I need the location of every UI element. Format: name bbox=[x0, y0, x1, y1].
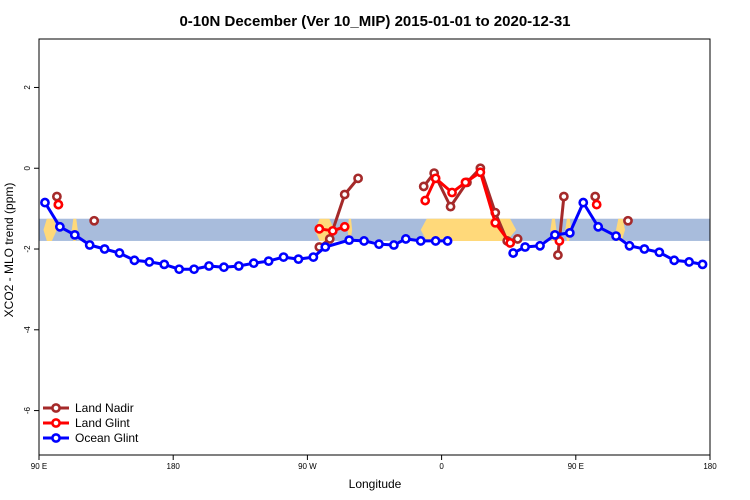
reference-band bbox=[39, 218, 710, 241]
ocean-glint-point bbox=[344, 235, 355, 246]
land-glint-point bbox=[339, 221, 350, 232]
x-tick-label: 180 bbox=[703, 462, 717, 471]
land-nadir-point bbox=[89, 215, 100, 226]
y-tick-label: -4 bbox=[23, 326, 32, 334]
land-nadir-point bbox=[51, 191, 62, 202]
ocean-glint-point bbox=[40, 197, 50, 208]
land-glint-point bbox=[591, 199, 602, 210]
x-tick-label: 180 bbox=[167, 462, 181, 471]
ocean-glint-point bbox=[684, 257, 695, 267]
ocean-glint-line bbox=[43, 201, 448, 271]
ocean-glint-point bbox=[99, 244, 110, 254]
land-nadir-point bbox=[512, 234, 523, 244]
ocean-glint-point bbox=[218, 262, 229, 273]
legend-land-nadir-label: Land Nadir bbox=[75, 401, 134, 415]
ocean-glint-point bbox=[550, 229, 560, 240]
ocean-glint-point bbox=[359, 236, 369, 246]
ocean-glint-point bbox=[54, 221, 65, 232]
land-glint-point bbox=[475, 167, 486, 178]
x-tick-label: 0 bbox=[439, 462, 444, 471]
land-glint-point bbox=[314, 223, 325, 234]
legend-land-glint-label: Land Glint bbox=[75, 416, 130, 430]
y-axis-label: XCO2 - MLO trend (ppm) bbox=[2, 183, 16, 318]
x-tick-label: 90 E bbox=[568, 462, 584, 471]
legend-land-nadir-marker bbox=[51, 403, 61, 413]
ocean-glint-point bbox=[308, 252, 319, 262]
x-axis-label: Longitude bbox=[349, 477, 402, 491]
y-tick-label: 0 bbox=[23, 165, 32, 170]
ocean-glint-point bbox=[535, 240, 545, 251]
land-glint-point bbox=[327, 225, 338, 236]
ocean-glint-point bbox=[69, 229, 80, 240]
ocean-glint-point bbox=[415, 236, 426, 246]
ocean-glint-point bbox=[320, 242, 331, 252]
land-nadir-point bbox=[590, 191, 601, 202]
ocean-glint-point bbox=[144, 257, 155, 267]
ocean-glint-point bbox=[374, 239, 384, 250]
land-glint-point bbox=[420, 195, 431, 206]
ocean-glint-point bbox=[278, 252, 289, 262]
ocean-glint-point bbox=[611, 231, 621, 241]
land-glint-point bbox=[447, 187, 457, 198]
land-nadir-point bbox=[558, 191, 569, 202]
ocean-glint-point bbox=[639, 244, 650, 254]
land-glint-point bbox=[53, 199, 64, 210]
plot-frame bbox=[38, 38, 711, 456]
ocean-glint-point bbox=[697, 259, 708, 270]
plot-area: 90 E 180 90 W 0 90 E 180 2 0 -2 -4 -6 bbox=[23, 38, 717, 471]
ocean-glint-point bbox=[129, 255, 140, 266]
legend-ocean-glint-marker bbox=[51, 433, 61, 443]
ocean-glint-point bbox=[388, 240, 399, 250]
ocean-glint-point bbox=[442, 236, 453, 246]
x-tick-label: 90 W bbox=[298, 462, 317, 471]
land-nadir-point bbox=[339, 189, 350, 200]
land-nadir-point bbox=[324, 234, 335, 244]
legend-ocean-glint-label: Ocean Glint bbox=[75, 431, 139, 445]
ocean-glint-point bbox=[508, 248, 519, 258]
ocean-glint-point bbox=[233, 261, 244, 271]
y-tick-label: -6 bbox=[23, 406, 32, 414]
y-tick-label: -2 bbox=[23, 245, 32, 253]
y-tick-label: 2 bbox=[23, 85, 32, 90]
x-tick-label: 90 E bbox=[31, 462, 47, 471]
ocean-glint-point bbox=[654, 247, 665, 258]
land-region bbox=[43, 218, 57, 241]
land-nadir-point bbox=[445, 201, 456, 212]
ocean-glint-point bbox=[400, 234, 411, 244]
ocean-glint-point bbox=[189, 264, 199, 275]
ocean-glint-point bbox=[248, 258, 259, 269]
ocean-glint-point bbox=[520, 242, 531, 252]
ocean-glint-point bbox=[174, 264, 185, 275]
ocean-glint-point bbox=[430, 236, 441, 246]
ocean-glint-point bbox=[578, 197, 589, 208]
land-glint-point bbox=[490, 217, 501, 228]
ocean-glint-point bbox=[204, 261, 214, 271]
land-glint-point bbox=[554, 236, 565, 246]
ocean-glint-point bbox=[593, 221, 604, 232]
land-nadir-point bbox=[623, 215, 633, 226]
ocean-glint-point bbox=[293, 254, 304, 265]
land-glint-point bbox=[505, 238, 516, 248]
land-nadir-point bbox=[418, 181, 429, 192]
ocean-glint-point bbox=[564, 227, 575, 238]
ocean-glint-point bbox=[159, 259, 170, 270]
legend-land-glint-marker bbox=[51, 418, 61, 428]
land-glint-point bbox=[460, 177, 471, 188]
land-nadir-point bbox=[553, 250, 563, 260]
ocean-glint-point bbox=[114, 248, 125, 258]
land-nadir-point bbox=[353, 173, 363, 184]
ocean-glint-point bbox=[84, 240, 95, 250]
ocean-glint-point bbox=[669, 255, 680, 266]
chart-title: 0-10N December (Ver 10_MIP) 2015-01-01 t… bbox=[179, 13, 570, 30]
ocean-glint-point bbox=[624, 240, 635, 251]
ocean-glint-point bbox=[263, 256, 274, 267]
land-glint-point bbox=[430, 173, 441, 184]
